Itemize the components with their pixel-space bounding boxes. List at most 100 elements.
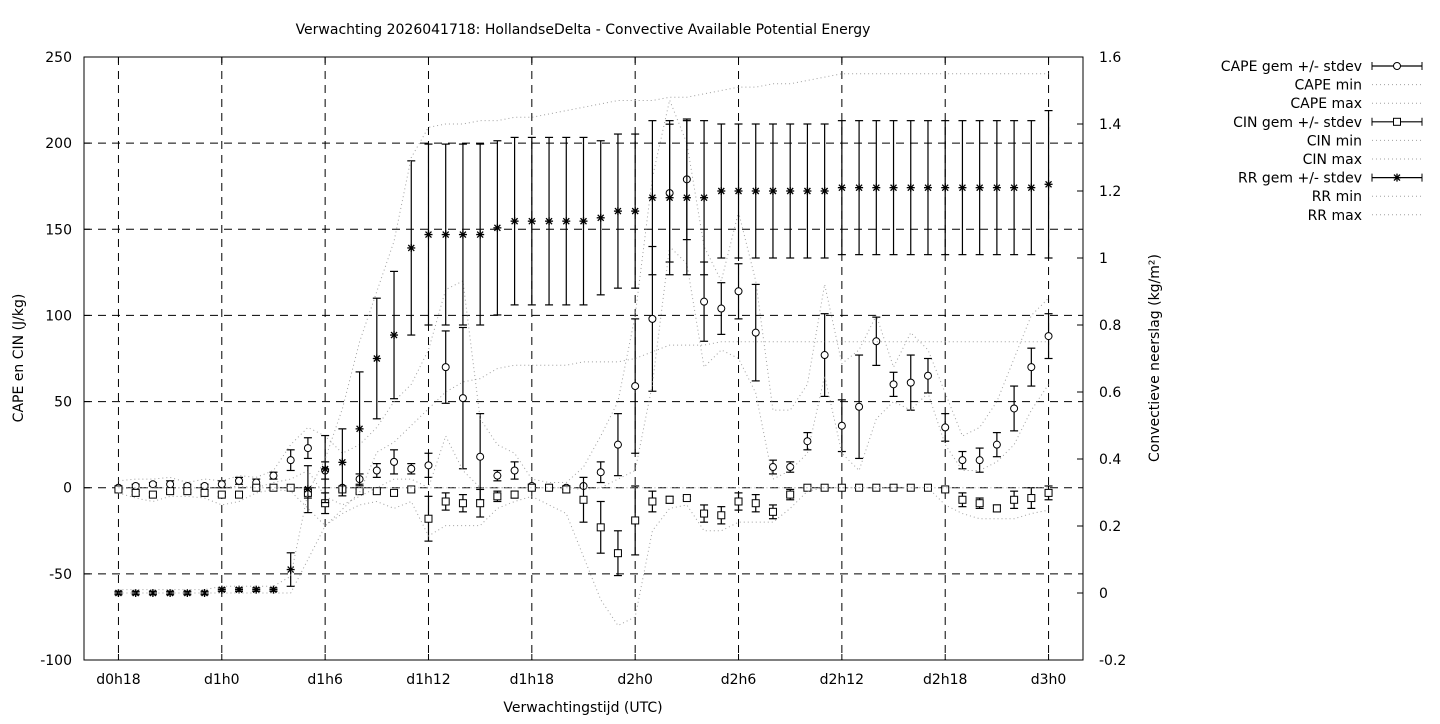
star-stroke <box>528 217 536 225</box>
data-point <box>717 304 726 313</box>
legend-item: RR max <box>1308 208 1422 224</box>
data-point <box>631 382 640 391</box>
star-stroke <box>855 184 863 192</box>
data-point <box>183 487 192 496</box>
data-point <box>1044 180 1053 189</box>
data-point <box>992 504 1001 513</box>
y-tick-label: 150 <box>45 222 72 238</box>
data-point <box>734 187 743 195</box>
data-point <box>889 483 898 492</box>
data-point <box>700 509 709 518</box>
y2-tick-label: 0.2 <box>1099 519 1121 535</box>
data-point <box>372 487 381 496</box>
legend-label: CIN max <box>1303 152 1362 168</box>
rr-max-line <box>118 73 1049 591</box>
x-tick-label: d2h18 <box>923 672 967 688</box>
data-point <box>786 490 795 499</box>
star-stroke <box>821 187 829 195</box>
data-point <box>751 328 760 337</box>
cin-gem-stdev-series <box>114 476 1053 577</box>
star-stroke <box>493 224 501 232</box>
legend-label: RR min <box>1312 189 1362 205</box>
star-stroke <box>648 194 656 202</box>
star-stroke <box>442 231 450 239</box>
y2-tick-label: 1.4 <box>1099 117 1121 133</box>
data-point <box>975 499 984 508</box>
legend-label: CIN gem +/- stdev <box>1233 115 1362 131</box>
star-stroke <box>683 194 691 202</box>
data-point <box>579 495 588 504</box>
data-point <box>682 494 691 503</box>
data-point <box>1027 363 1036 372</box>
star-stroke <box>321 465 329 473</box>
y2-tick-label: 0 <box>1099 586 1108 602</box>
data-point <box>303 485 312 494</box>
star-stroke <box>338 458 346 466</box>
x-tick-label: d0h18 <box>96 672 140 688</box>
x-tick-label: d2h6 <box>721 672 757 688</box>
data-point <box>631 516 640 525</box>
data-point <box>786 463 795 472</box>
y-tick-label: -50 <box>49 567 72 583</box>
y2-tick-label: 1.2 <box>1099 184 1121 200</box>
data-point <box>390 331 399 340</box>
data-point <box>148 490 157 499</box>
star-stroke <box>1045 180 1053 188</box>
star-stroke <box>201 589 209 597</box>
star-stroke <box>373 355 381 362</box>
data-point <box>458 499 467 508</box>
data-point <box>166 480 175 489</box>
y2-tick-label: 0.4 <box>1099 452 1121 468</box>
x-tick-label: d1h12 <box>406 672 450 688</box>
chart-title: Verwachting 2026041718: HollandseDelta -… <box>296 22 871 38</box>
data-point <box>372 354 381 363</box>
data-point <box>355 487 364 496</box>
y-tick-label: 200 <box>45 136 72 152</box>
cape-min-series <box>118 245 1049 506</box>
rr-min-series <box>118 341 1049 594</box>
data-point <box>407 243 416 252</box>
data-point <box>510 466 519 475</box>
data-point <box>493 223 502 232</box>
x-tick-label: d1h18 <box>510 672 554 688</box>
y2-tick-label: 1 <box>1099 251 1108 267</box>
star-stroke <box>562 217 570 225</box>
data-point <box>390 488 399 497</box>
star-stroke <box>304 485 312 493</box>
data-point <box>872 183 881 192</box>
data-point <box>768 187 777 195</box>
star-stroke <box>270 586 277 594</box>
data-point <box>200 481 209 490</box>
x-tick-label: d1h6 <box>307 672 343 688</box>
data-point <box>700 297 709 306</box>
legend-label: CIN min <box>1307 133 1362 149</box>
data-point <box>579 217 588 226</box>
legend-item: CAPE min <box>1295 78 1422 94</box>
data-point <box>803 437 812 446</box>
data-point <box>734 287 743 296</box>
y2-axis-label: Convectieve neerslag (kg/m²) <box>1147 254 1163 462</box>
data-point <box>441 497 450 506</box>
data-point <box>803 187 812 195</box>
star-stroke <box>511 217 519 225</box>
data-point <box>372 466 381 475</box>
data-point <box>458 394 467 403</box>
legend-sample-marker <box>1393 173 1401 182</box>
data-point <box>958 183 967 192</box>
data-point <box>200 488 209 497</box>
data-point <box>148 480 157 489</box>
data-point <box>235 585 244 594</box>
data-point <box>235 476 244 485</box>
data-point <box>906 183 915 192</box>
data-point <box>906 378 915 387</box>
data-point <box>665 495 674 504</box>
star-stroke <box>1393 174 1401 182</box>
data-point <box>407 464 416 473</box>
star-stroke <box>838 184 846 192</box>
data-point <box>458 230 467 239</box>
axis-ticks: d0h18 d1h0 d1h6 d1h12 d1h18 d2h0 d2h6 d2h12 d2h1… <box>40 50 1126 688</box>
data-point <box>1027 494 1036 503</box>
data-point <box>441 363 450 372</box>
data-point <box>424 461 433 470</box>
star-stroke <box>976 184 984 192</box>
